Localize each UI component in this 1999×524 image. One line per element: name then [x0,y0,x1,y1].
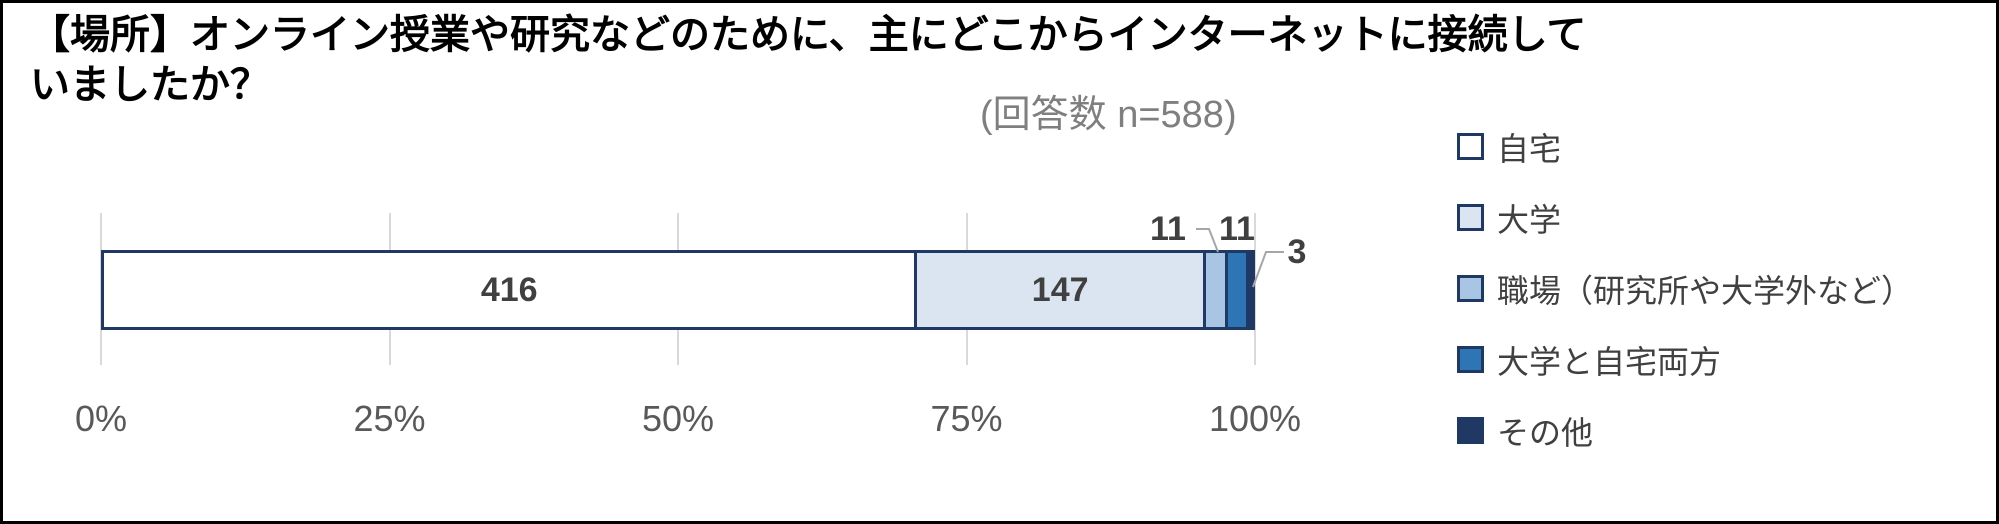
bar-segment-university: 147 [914,250,1206,330]
legend-item-university-and-home: 大学と自宅両方 [1457,336,1913,383]
bar-segment-other [1246,250,1255,330]
legend-label-home: 自宅 [1497,130,1562,167]
bar-value-callout-other: 3 [1287,233,1307,271]
chart-title: 【場所】オンライン授業や研究などのために、主にどこからインターネットに接続してい… [30,13,1587,107]
leader-line-workplace [1196,228,1219,253]
legend-swatch-university [1457,204,1484,231]
legend-label-other: その他 [1497,414,1594,451]
legend: 自宅大学職場（研究所や大学外など） 大学と自宅両方 その他 [1457,123,1913,478]
legend-item-other: その他 [1457,407,1913,454]
gridline-100% [1254,213,1256,365]
legend-item-university: 大学 [1457,194,1913,241]
x-axis-tick-label: 25% [353,398,426,439]
legend-swatch-university-and-home [1457,346,1484,373]
bar-value-label-university: 147 [1031,270,1089,309]
x-axis-tick-label: 75% [930,398,1003,439]
legend-label-university: 大学 [1497,201,1562,238]
legend-label-workplace: 職場（研究所や大学外など） [1497,272,1914,309]
legend-item-workplace: 職場（研究所や大学外など） [1457,265,1913,312]
x-axis-tick-label: 0% [74,398,128,439]
legend-swatch-workplace [1457,275,1484,302]
response-count-note: (回答数 n=588) [980,94,1237,136]
bar-value-callout-university-and-home: 11 [1219,210,1255,248]
bar-value-callout-workplace: 11 [1150,210,1186,248]
bar-value-label-home: 416 [480,270,538,309]
legend-label-university-and-home: 大学と自宅両方 [1497,343,1722,380]
x-axis-tick-label: 100% [1208,398,1302,439]
legend-swatch-home [1457,133,1484,160]
bar-segment-home: 416 [101,250,918,330]
legend-swatch-other [1457,417,1484,444]
legend-item-home: 自宅 [1457,123,1913,170]
leader-line-other [1252,251,1284,288]
x-axis-tick-label: 50% [641,398,715,439]
